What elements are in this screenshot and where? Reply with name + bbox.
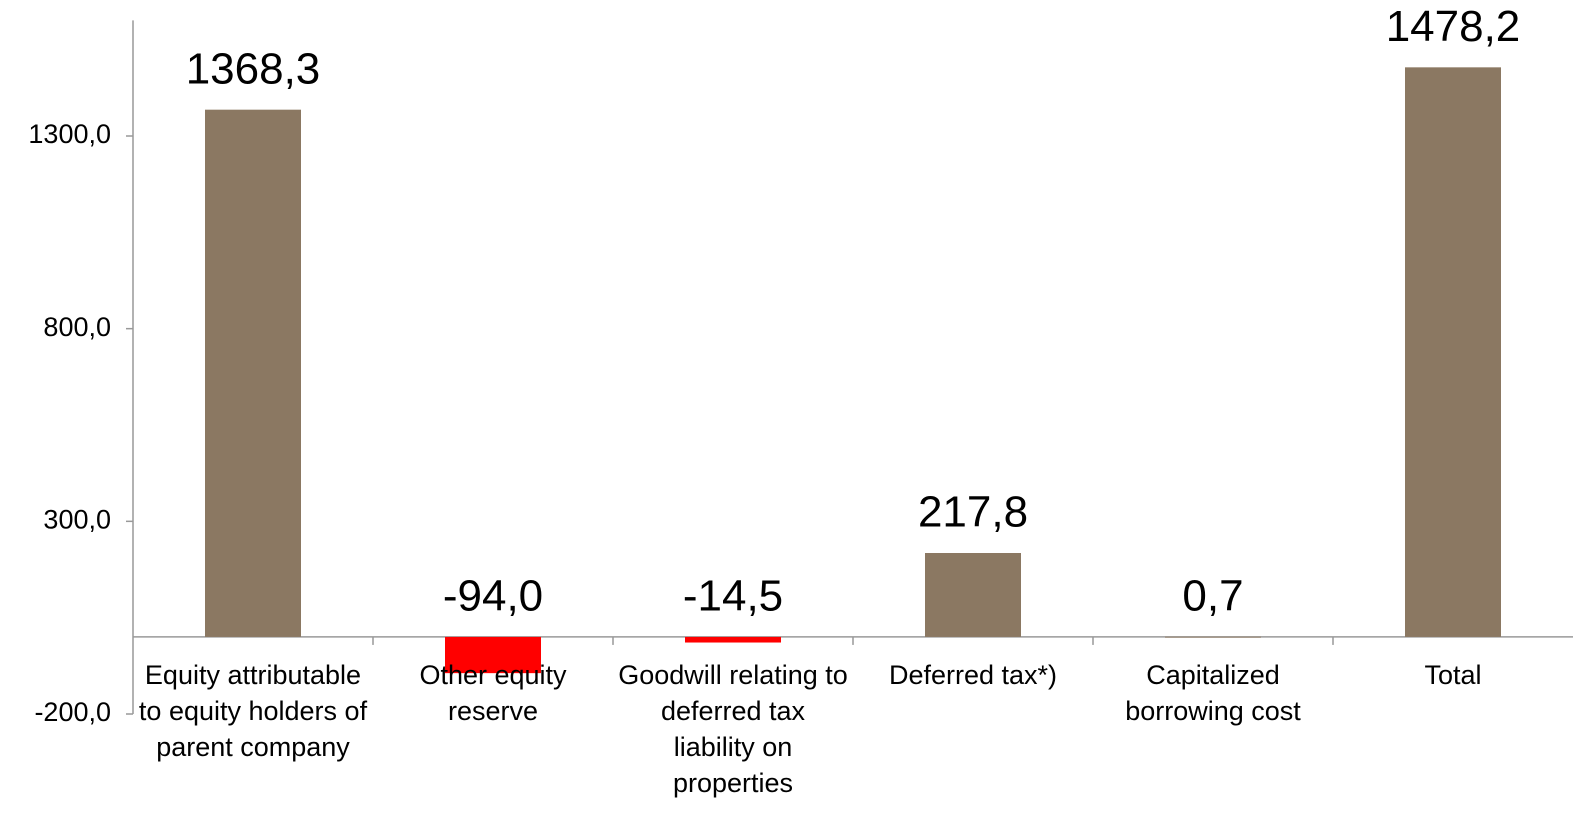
x-tick-label: Other equity reserve <box>419 659 567 726</box>
bar <box>1165 636 1261 638</box>
bar <box>925 553 1021 637</box>
value-label: -94,0 <box>443 572 543 621</box>
value-label: -14,5 <box>683 572 783 621</box>
bar <box>685 636 781 643</box>
x-tick-label: Total <box>1424 659 1482 690</box>
value-label: 1368,3 <box>186 44 321 93</box>
y-tick-label: 300,0 <box>43 504 111 534</box>
x-tick-label: Capitalized borrowing cost <box>1125 659 1301 726</box>
x-tick-label: Equity attributable to equity holders of… <box>138 659 368 762</box>
bar <box>445 636 541 674</box>
value-label: 0,7 <box>1182 571 1243 620</box>
y-tick-label: -200,0 <box>34 697 111 727</box>
x-tick-label: Goodwill relating to deferred tax liabil… <box>618 659 848 798</box>
bar <box>1405 67 1501 637</box>
value-label: 217,8 <box>918 488 1028 537</box>
y-tick-label: 800,0 <box>43 312 111 342</box>
value-label: 1478,2 <box>1386 2 1521 51</box>
x-tick-label: Deferred tax*) <box>888 659 1058 690</box>
y-tick-label: 1300,0 <box>28 119 111 149</box>
bar <box>205 109 301 637</box>
